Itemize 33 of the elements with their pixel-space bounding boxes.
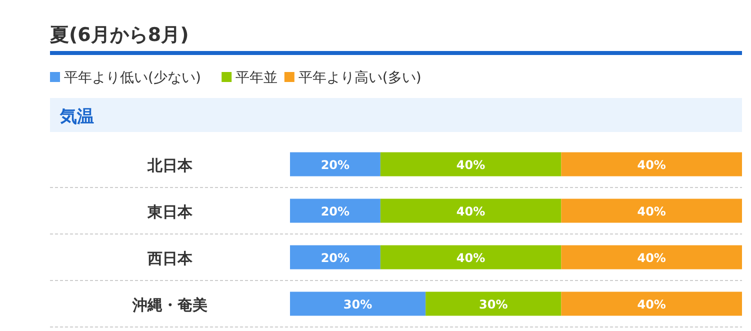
legend-label: 平年より低い(少ない)	[64, 70, 201, 86]
bar	[561, 245, 742, 270]
y-tick-label: 沖縄・奄美	[132, 296, 208, 314]
bar	[426, 292, 562, 316]
bar	[290, 245, 380, 270]
bar	[380, 245, 562, 270]
bar	[290, 198, 380, 223]
data-label: 20%	[320, 204, 350, 218]
bar	[561, 152, 742, 176]
data-label: 40%	[637, 204, 666, 218]
data-label: 40%	[637, 250, 666, 265]
bar	[380, 152, 562, 176]
data-label: 20%	[320, 250, 350, 265]
data-label: 40%	[456, 158, 486, 172]
text: 夏(6月から8月)	[49, 24, 189, 46]
y-tick-label: 西日本	[146, 249, 194, 268]
y-tick-label: 北日本	[146, 156, 194, 174]
data-label: 40%	[637, 297, 666, 312]
text: 気温	[59, 107, 94, 127]
bar	[380, 198, 562, 223]
data-label: 40%	[456, 204, 486, 218]
data-label: 30%	[479, 297, 508, 312]
data-label: 40%	[456, 250, 486, 265]
bar	[290, 152, 380, 176]
y-tick-label: 東日本	[146, 202, 194, 221]
data-label: 30%	[343, 297, 372, 312]
bar	[561, 292, 742, 316]
bar	[290, 292, 426, 316]
data-label: 20%	[320, 158, 350, 172]
legend-label: 平年より高い(多い)	[298, 70, 422, 86]
bar	[561, 198, 742, 223]
legend-label: 平年並	[236, 70, 278, 86]
data-label: 40%	[637, 158, 666, 172]
